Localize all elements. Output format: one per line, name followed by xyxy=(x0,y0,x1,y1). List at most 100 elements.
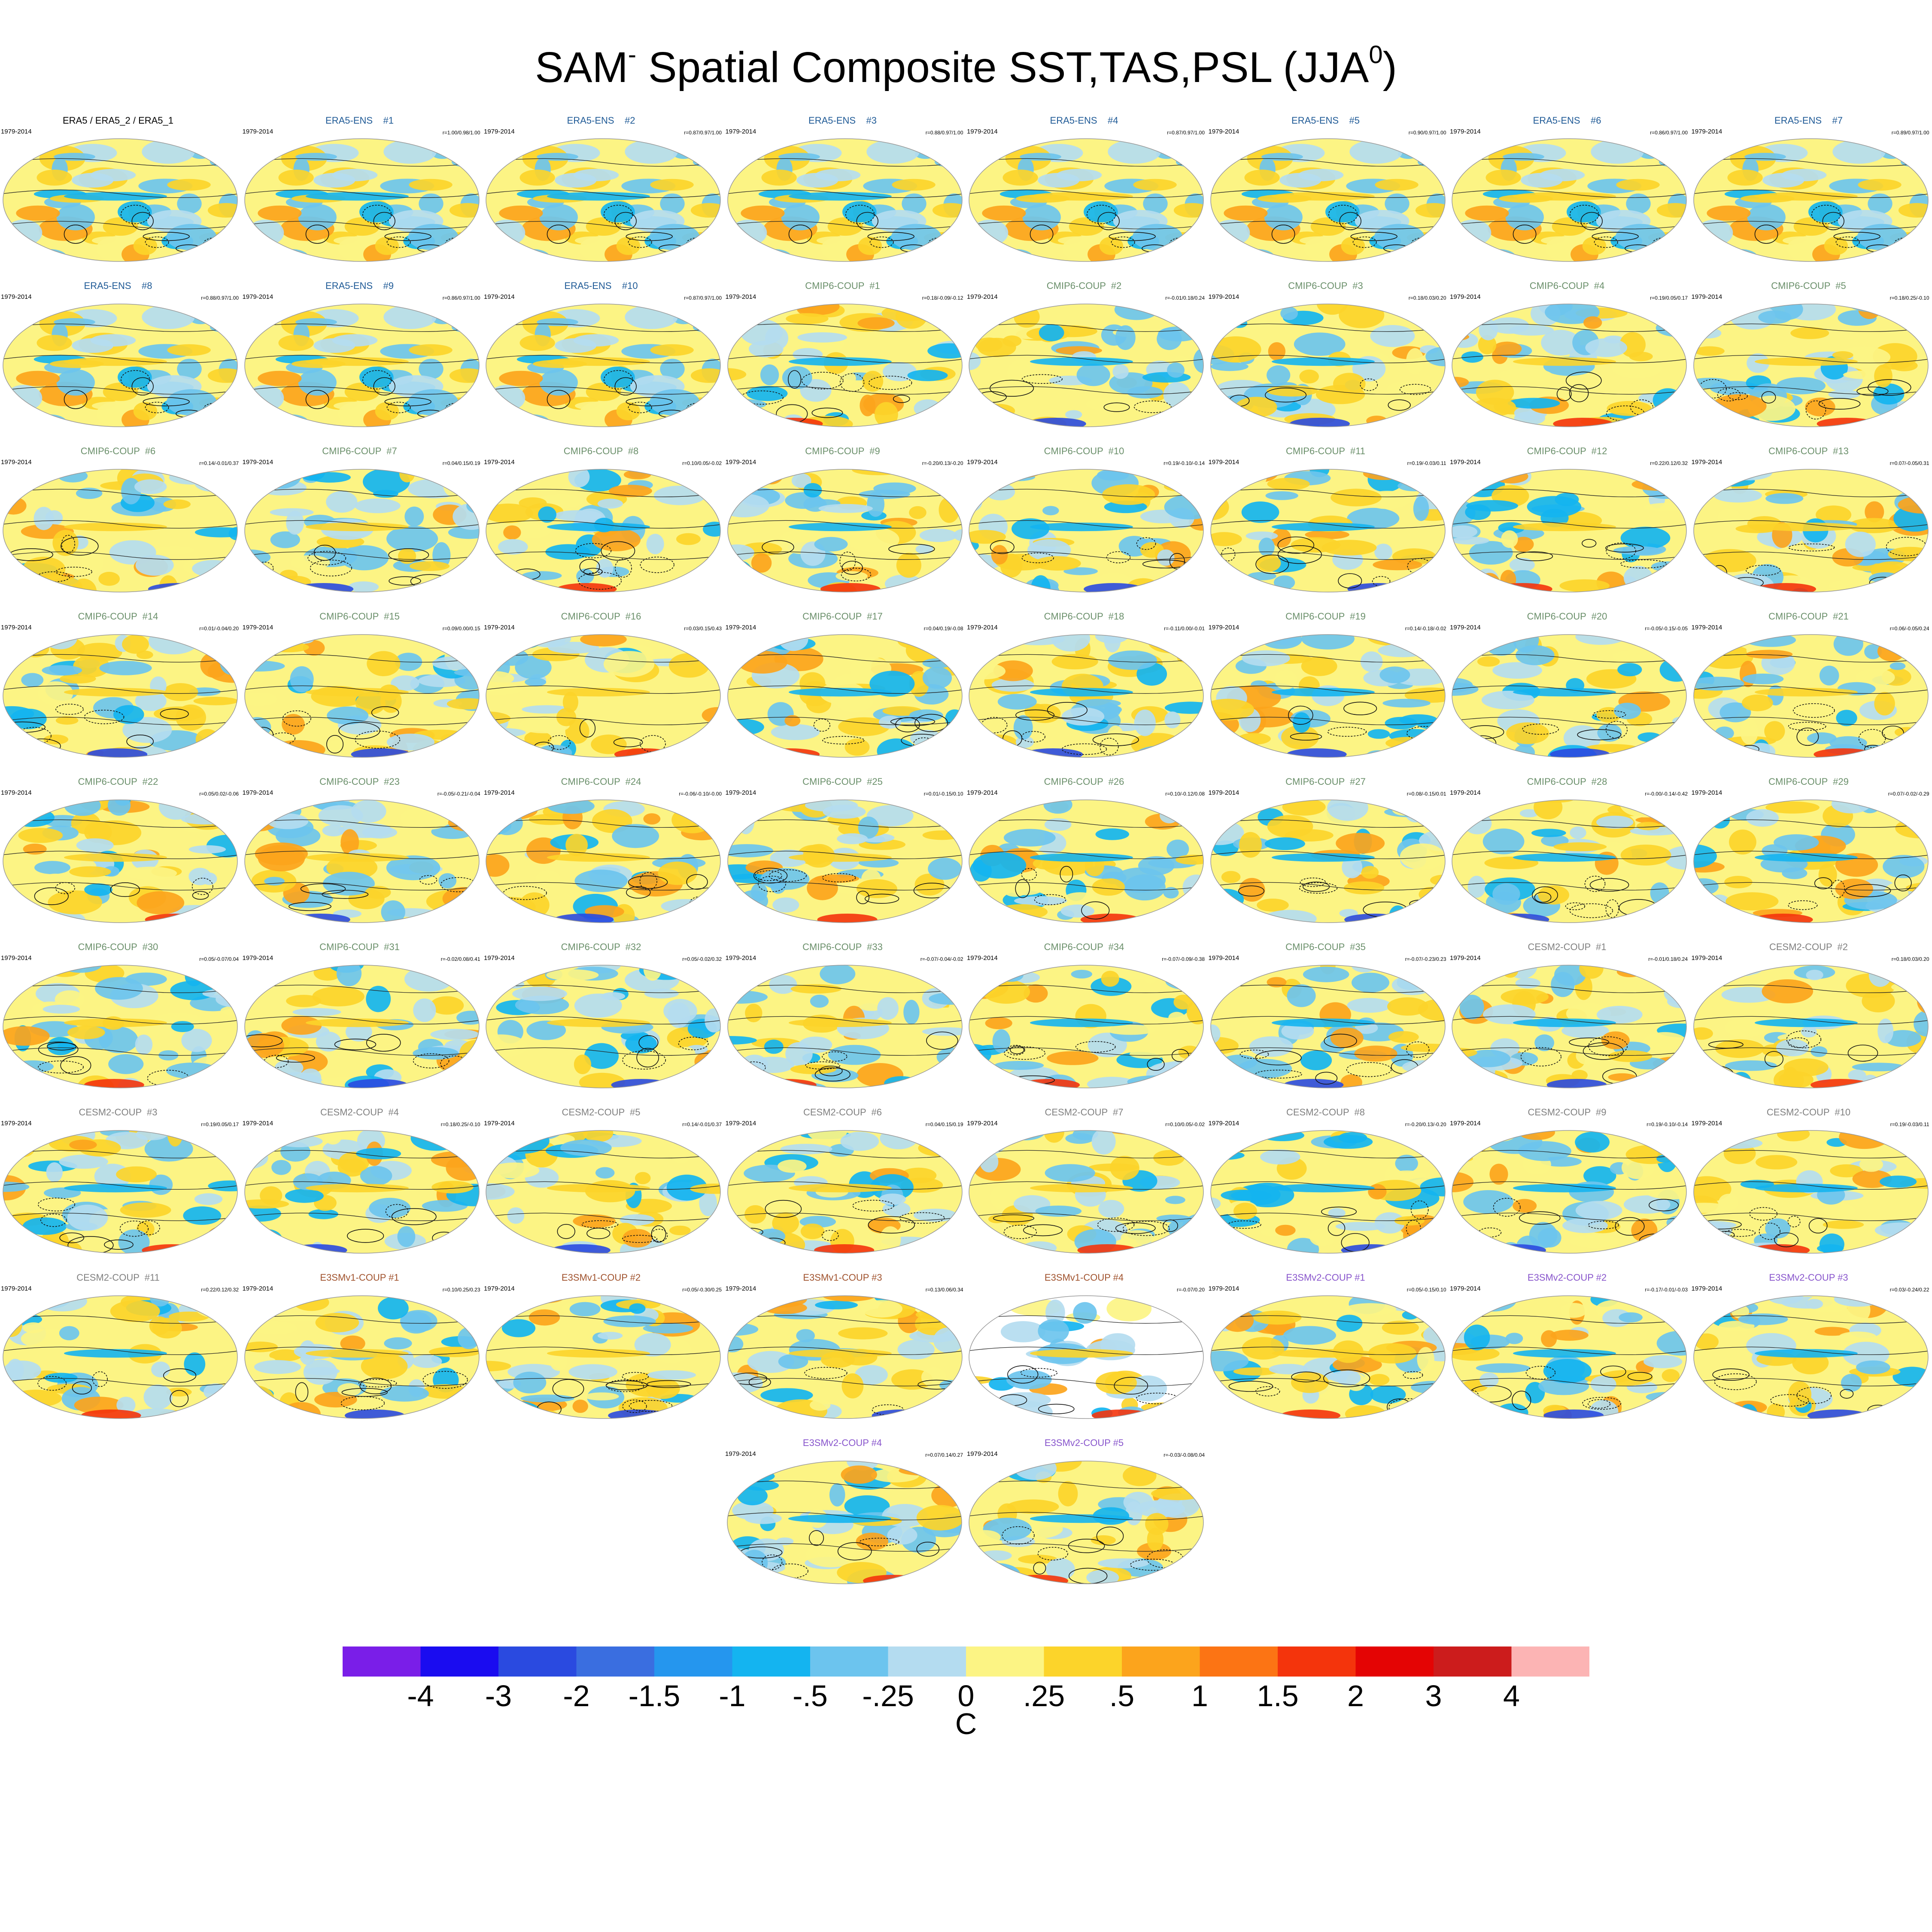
map-outline xyxy=(727,469,963,592)
psl-contour-line xyxy=(244,819,479,828)
psl-contour xyxy=(605,1380,648,1391)
anomaly-patch xyxy=(1452,140,1480,162)
anomaly-patch xyxy=(762,1301,807,1314)
colorbar-swatch xyxy=(1278,1646,1356,1677)
anomaly-patch xyxy=(1693,140,1722,162)
anomaly-patch xyxy=(1601,1031,1630,1049)
anomaly-patch xyxy=(269,1349,302,1361)
anomaly-patch xyxy=(1426,967,1444,985)
panel-years: 1979-2014 xyxy=(1450,954,1481,962)
map-composite xyxy=(727,1295,963,1419)
psl-contour-line xyxy=(727,1512,962,1521)
anomaly-patch xyxy=(1727,170,1763,186)
anomaly-patch xyxy=(1513,537,1534,552)
panel-years: 1979-2014 xyxy=(725,1120,756,1127)
anomaly-patch xyxy=(1065,410,1082,419)
psl-contour-line xyxy=(3,386,237,395)
map-composite xyxy=(244,634,480,758)
anomaly-patch xyxy=(1106,1024,1156,1035)
psl-contour-line xyxy=(1210,1212,1445,1221)
map-composite xyxy=(1210,799,1446,923)
anomaly-patch xyxy=(1330,489,1382,507)
psl-contour-line xyxy=(1210,489,1445,498)
anomaly-patch xyxy=(836,833,868,844)
map-outline xyxy=(1452,965,1687,1088)
anomaly-patch xyxy=(1693,1156,1707,1165)
psl-contour xyxy=(788,225,812,244)
anomaly-patch xyxy=(1221,1309,1254,1332)
anomaly-patch xyxy=(1623,565,1653,590)
anomaly-patch xyxy=(676,533,701,545)
psl-contour-line xyxy=(486,158,720,167)
anomaly-patch xyxy=(1898,139,1928,154)
anomaly-patch xyxy=(1310,217,1346,236)
anomaly-patch xyxy=(1387,997,1428,1016)
anomaly-patch xyxy=(841,1465,877,1484)
anomaly-patch xyxy=(1323,1135,1373,1149)
psl-contour-line xyxy=(1693,851,1928,860)
anomaly-patch xyxy=(1210,472,1228,499)
anomaly-patch xyxy=(1372,586,1397,592)
anomaly-patch xyxy=(135,1034,153,1055)
anomaly-patch xyxy=(1061,707,1105,726)
map-composite xyxy=(969,1295,1204,1419)
anomaly-patch xyxy=(891,179,936,191)
anomaly-patch xyxy=(675,1296,720,1310)
map-outline xyxy=(727,799,963,923)
anomaly-patch xyxy=(1063,892,1098,908)
psl-contour xyxy=(1023,1224,1063,1236)
psl-contour xyxy=(626,397,673,407)
anomaly-patch xyxy=(695,1139,720,1147)
panel-years: 1979-2014 xyxy=(1450,789,1481,796)
psl-contour xyxy=(385,1204,408,1219)
panel-title: CMIP6-COUP #16 xyxy=(561,611,641,622)
psl-contour xyxy=(422,1371,468,1389)
anomaly-patch xyxy=(1452,902,1475,923)
psl-contour xyxy=(1103,402,1130,412)
map-outline xyxy=(1452,1130,1687,1254)
anomaly-patch xyxy=(776,1537,794,1546)
psl-contour xyxy=(1010,1045,1024,1054)
anomaly-patch xyxy=(1833,635,1863,656)
panel-pattern-correlation: r=0.01/-0.04/0.20 xyxy=(199,626,239,632)
anomaly-patch xyxy=(1128,1375,1167,1402)
anomaly-patch xyxy=(1063,567,1098,575)
anomaly-patch xyxy=(1877,1018,1893,1043)
map-outline xyxy=(486,965,721,1088)
anomaly-patch xyxy=(1482,828,1525,854)
psl-contour xyxy=(1136,537,1156,550)
anomaly-patch xyxy=(1336,1315,1362,1332)
anomaly-patch xyxy=(1765,1218,1790,1239)
map-panel: CMIP6-COUP #35 1979-2014 r=-0.07/-0.23/0.2… xyxy=(1208,942,1449,1107)
psl-contour xyxy=(1021,868,1037,881)
anomaly-patch xyxy=(727,571,764,581)
psl-contour xyxy=(1463,413,1490,424)
psl-contour-line xyxy=(1210,355,1445,364)
anomaly-patch xyxy=(1744,635,1796,647)
panel-title: E3SMv1-COUP #2 xyxy=(561,1272,641,1283)
anomaly-patch xyxy=(1178,1045,1201,1060)
anomaly-patch xyxy=(1003,829,1056,847)
anomaly-patch xyxy=(267,1130,283,1143)
colorbar-swatch xyxy=(1044,1646,1122,1677)
psl-contour xyxy=(121,205,150,224)
psl-contour xyxy=(371,706,399,719)
anomaly-patch xyxy=(1814,1327,1850,1336)
map-outline xyxy=(486,469,721,592)
psl-contour xyxy=(491,1073,520,1082)
equatorial-anomaly xyxy=(788,1018,892,1027)
anomaly-patch xyxy=(1210,1037,1239,1054)
psl-contour-line xyxy=(727,819,962,828)
anomaly-patch xyxy=(887,1526,917,1545)
anomaly-patch xyxy=(1465,1050,1510,1067)
psl-contour xyxy=(191,878,213,895)
anomaly-patch xyxy=(819,965,855,984)
polar-anomaly xyxy=(1280,1410,1340,1419)
map-panel: E3SMv2-COUP #4 1979-2014 r=0.07/0.14/0.27 xyxy=(724,1437,966,1603)
anomaly-patch xyxy=(1367,469,1403,492)
anomaly-patch xyxy=(118,366,152,388)
anomaly-patch xyxy=(1848,1069,1866,1081)
psl-contour xyxy=(1081,901,1110,920)
psl-contour xyxy=(60,1056,91,1075)
map-composite xyxy=(486,965,721,1088)
